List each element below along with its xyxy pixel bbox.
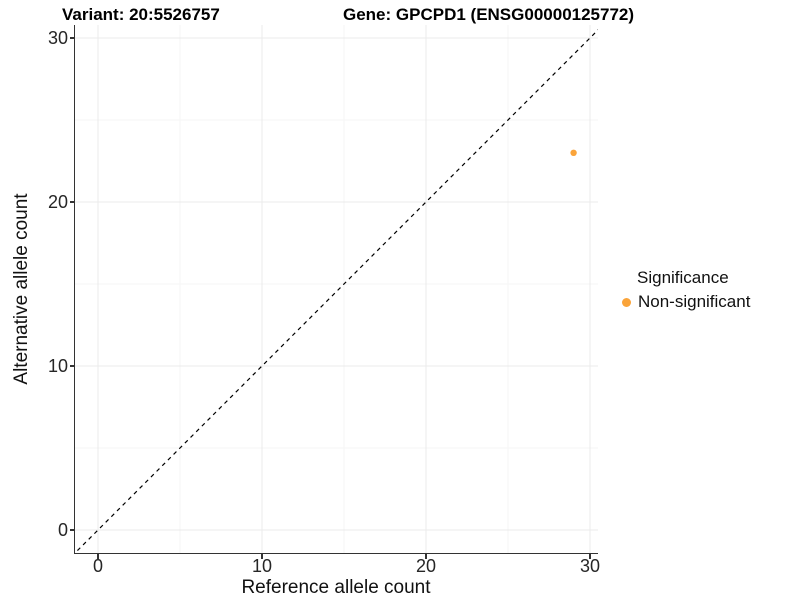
plot-title-variant: Variant: 20:5526757 (62, 5, 220, 24)
y-axis-title: Alternative allele count (11, 193, 32, 385)
legend-item: Non-significant (622, 292, 750, 312)
x-tick-mark (261, 554, 263, 559)
data-point (570, 149, 577, 156)
x-axis-title: Reference allele count (241, 577, 431, 598)
x-axis-line (73, 552, 599, 554)
y-axis-line (73, 25, 76, 554)
x-tick-label: 30 (579, 556, 601, 576)
plot-title-gene: Gene: GPCPD1 (ENSG00000125772) (343, 5, 635, 24)
y-tick-label: 0 (57, 520, 68, 540)
y-tick-mark (69, 365, 74, 367)
y-tick-mark (69, 37, 74, 39)
x-tick-mark (589, 554, 591, 559)
y-tick-label: 10 (47, 356, 68, 376)
identity-dashed-line (75, 29, 598, 553)
y-tick-mark (69, 201, 74, 203)
x-tick-label: 10 (251, 556, 273, 576)
y-tick-label: 30 (47, 28, 68, 48)
legend-title: Significance (637, 268, 729, 287)
x-tick-mark (425, 554, 427, 559)
legend-point-icon (622, 297, 631, 307)
x-tick-label: 0 (92, 556, 104, 576)
plot-panel (75, 25, 598, 553)
y-tick-label: 20 (47, 192, 68, 212)
plot-canvas (75, 25, 598, 553)
legend-item-label: Non-significant (638, 292, 751, 311)
legend: Significance Non-significant (622, 268, 750, 312)
y-tick-mark (69, 529, 74, 531)
x-tick-label: 20 (415, 556, 437, 576)
x-tick-mark (97, 554, 99, 559)
